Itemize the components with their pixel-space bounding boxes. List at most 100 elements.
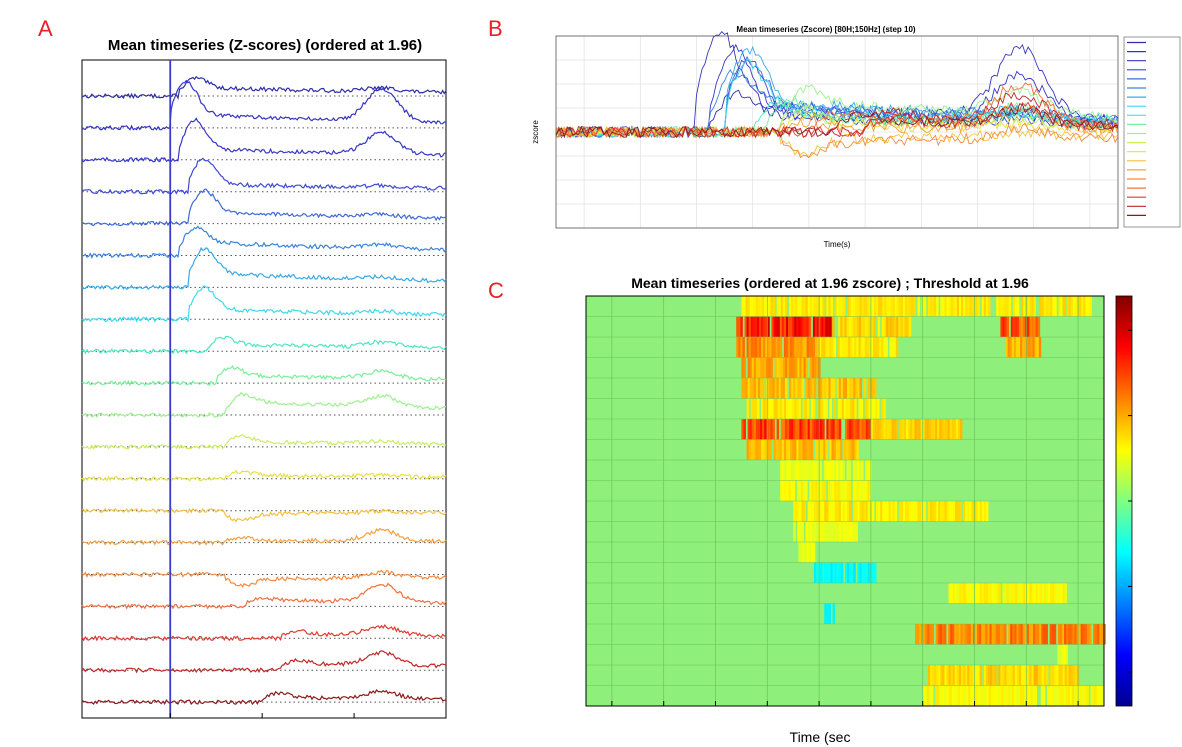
heat-cell xyxy=(1070,624,1073,645)
heat-cell xyxy=(760,419,763,440)
heat-cell xyxy=(781,316,785,337)
heat-cell xyxy=(865,480,868,501)
heat-cell xyxy=(1033,316,1037,337)
heat-cell xyxy=(1008,665,1012,686)
heat-cell xyxy=(805,378,809,399)
heat-cell xyxy=(956,583,960,604)
heat-cell xyxy=(842,296,846,317)
heat-cell xyxy=(856,439,859,460)
heat-cell xyxy=(800,316,803,337)
heat-cell xyxy=(750,337,754,358)
heat-cell xyxy=(1054,665,1057,686)
heat-cell xyxy=(836,296,840,317)
heat-cell xyxy=(977,296,981,317)
heat-cell xyxy=(755,378,759,399)
heat-cell xyxy=(736,337,739,358)
heat-cell xyxy=(756,398,760,419)
heat-cell xyxy=(940,665,943,686)
heat-cell xyxy=(1012,665,1016,686)
heat-cell xyxy=(743,378,746,399)
heat-cell xyxy=(975,624,978,645)
heat-cell xyxy=(848,460,852,481)
heat-cell xyxy=(902,316,905,337)
heat-cell xyxy=(791,378,794,399)
heat-cell xyxy=(886,296,889,317)
heat-cell xyxy=(764,296,767,317)
heat-cell xyxy=(821,337,824,358)
heat-cell xyxy=(763,316,766,337)
heat-cell xyxy=(784,378,788,399)
heat-cell xyxy=(813,378,817,399)
series-line-L.OcG xyxy=(81,79,447,131)
heat-cell xyxy=(1003,685,1006,706)
heat-cell xyxy=(761,316,764,337)
heat-cell xyxy=(761,398,764,419)
heat-cell xyxy=(1024,337,1027,358)
heat-cell xyxy=(995,685,998,706)
heat-cell xyxy=(893,419,897,440)
heat-cell xyxy=(923,501,927,522)
heat-cell xyxy=(774,357,778,378)
heat-cell xyxy=(1029,316,1032,337)
heat-cell xyxy=(983,665,987,686)
heat-cell xyxy=(867,562,871,583)
heat-cell xyxy=(786,460,789,481)
heat-cell xyxy=(740,337,743,358)
heat-cell xyxy=(1012,316,1016,337)
heat-cell xyxy=(854,398,857,419)
heat-cell xyxy=(752,439,756,460)
heat-cell xyxy=(795,296,798,317)
heat-cell xyxy=(954,624,957,645)
heat-cell xyxy=(846,439,849,460)
heat-cell xyxy=(1008,624,1011,645)
heat-cell xyxy=(851,562,854,583)
heat-cell xyxy=(859,562,862,583)
heat-cell xyxy=(1027,296,1030,317)
heat-cell xyxy=(774,378,778,399)
heat-cell xyxy=(863,378,867,399)
heat-cell xyxy=(823,398,826,419)
heat-cell xyxy=(914,419,917,440)
heat-cell xyxy=(1101,624,1104,645)
heat-cell xyxy=(1050,665,1053,686)
heat-cell xyxy=(853,419,856,440)
heat-cell xyxy=(1089,296,1092,317)
heat-cell xyxy=(849,562,852,583)
heat-cell xyxy=(843,337,847,358)
heat-cell xyxy=(941,685,944,706)
heat-cell xyxy=(829,439,832,460)
heat-cell xyxy=(862,337,866,358)
series-line-L.Hi xyxy=(81,434,447,450)
heat-cell xyxy=(1072,665,1076,686)
heat-cell xyxy=(870,398,874,419)
heat-cell xyxy=(798,480,802,501)
panel-a-axes-box xyxy=(81,59,447,719)
heat-cell xyxy=(790,337,793,358)
heat-cell xyxy=(1038,337,1042,358)
heat-cell xyxy=(1034,685,1038,706)
heat-cell xyxy=(798,439,801,460)
heat-cell xyxy=(788,337,791,358)
heat-cell xyxy=(794,460,798,481)
heat-cell xyxy=(859,419,862,440)
heat-cell xyxy=(998,583,1001,604)
heat-cell xyxy=(797,357,800,378)
heat-cell xyxy=(788,480,792,501)
heat-cell xyxy=(929,665,933,686)
heat-cell xyxy=(788,316,791,337)
heat-cell xyxy=(1031,316,1034,337)
heat-cell xyxy=(819,337,822,358)
heat-cell xyxy=(813,562,817,583)
heat-cell xyxy=(861,419,865,440)
heat-cell xyxy=(927,501,931,522)
heat-cell xyxy=(922,685,926,706)
heat-cell xyxy=(892,296,896,317)
heat-cell xyxy=(803,296,807,317)
heat-cell xyxy=(805,480,808,501)
heat-cell xyxy=(1064,583,1068,604)
heat-cell xyxy=(1059,685,1062,706)
heat-cell xyxy=(852,439,855,460)
heat-cell xyxy=(800,480,804,501)
heat-cell xyxy=(958,665,962,686)
heat-cell xyxy=(833,398,837,419)
